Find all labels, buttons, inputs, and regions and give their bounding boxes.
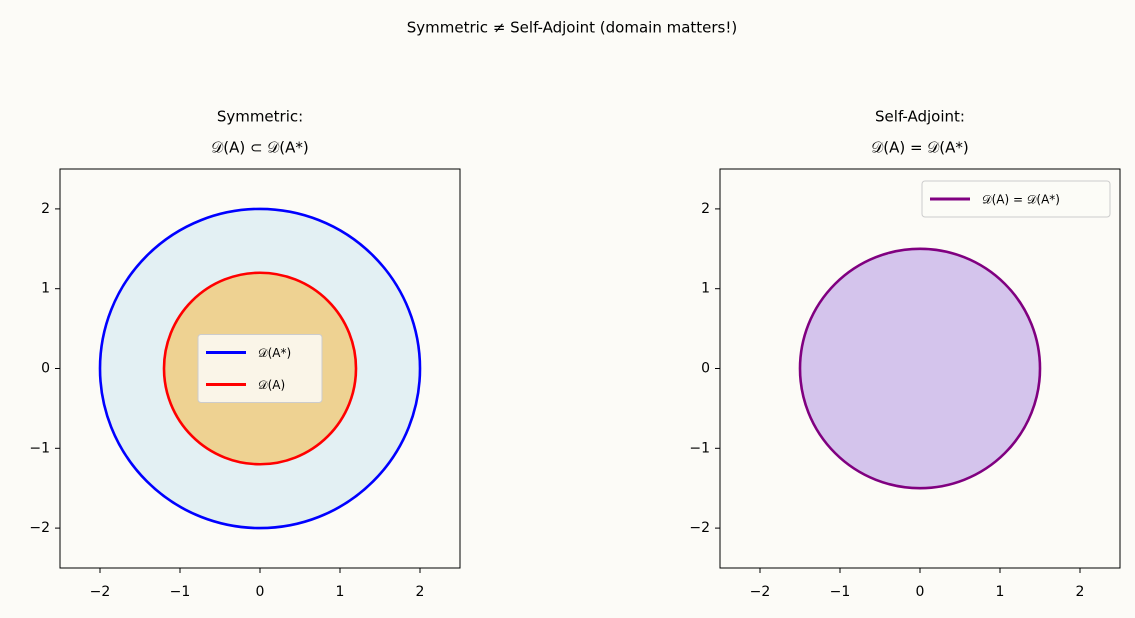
- x-tick-label: −1: [170, 584, 191, 600]
- x-tick-label: 1: [336, 584, 345, 600]
- legend-label: 𝒟(A): [258, 378, 285, 392]
- x-tick-label: 2: [1076, 584, 1085, 600]
- plot-group: [798, 247, 1042, 490]
- y-tick-label: −1: [29, 440, 50, 456]
- x-tick-label: 2: [416, 584, 425, 600]
- x-tick-label: −2: [90, 584, 111, 600]
- y-tick-label: 0: [701, 361, 710, 377]
- x-tick-label: −2: [750, 584, 771, 600]
- legend-box: [197, 334, 323, 403]
- subplot-title: Self-Adjoint:: [875, 108, 965, 126]
- y-tick-label: 1: [41, 281, 50, 297]
- x-tick-label: 1: [996, 584, 1005, 600]
- x-tick-label: 0: [256, 584, 265, 600]
- y-tick-label: 1: [701, 281, 710, 297]
- figure-title: Symmetric ≠ Self-Adjoint (domain matters…: [407, 19, 738, 37]
- x-tick-label: 0: [916, 584, 925, 600]
- legend-label: 𝒟(A*): [258, 346, 291, 360]
- subplot-title: Symmetric:: [217, 108, 303, 126]
- y-tick-label: 2: [41, 201, 50, 217]
- y-tick-label: −1: [689, 440, 710, 456]
- legend-box: [921, 180, 1111, 218]
- y-tick-label: −2: [29, 520, 50, 536]
- subplot-title: 𝒟(A) = 𝒟(A*): [871, 139, 968, 157]
- legend-label: 𝒟(A) = 𝒟(A*): [982, 193, 1060, 207]
- x-tick-label: −1: [830, 584, 851, 600]
- subplot-title: 𝒟(A) ⊂ 𝒟(A*): [211, 139, 308, 157]
- y-tick-label: −2: [689, 520, 710, 536]
- y-tick-label: 0: [41, 361, 50, 377]
- domain-circle: [798, 247, 1042, 490]
- y-tick-label: 2: [701, 201, 710, 217]
